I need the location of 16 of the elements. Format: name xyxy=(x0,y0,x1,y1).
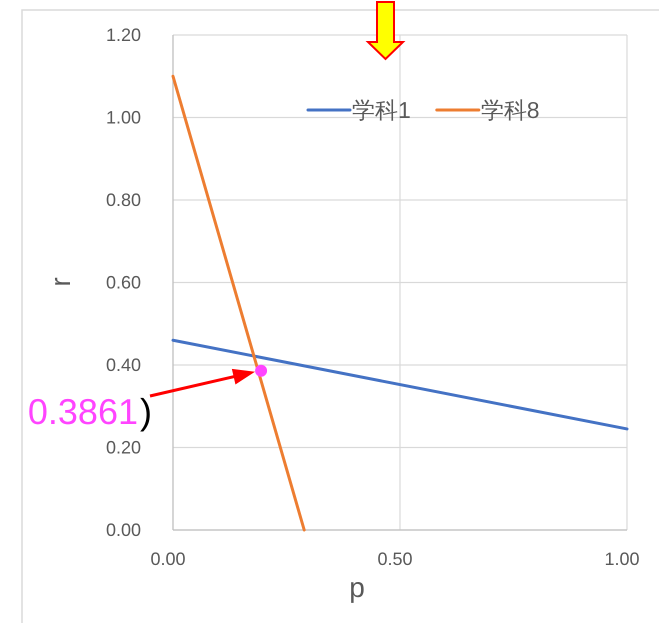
x-tick-label: 0.00 xyxy=(150,549,186,569)
legend-label: 学科8 xyxy=(480,97,540,123)
y-tick-label: 1.20 xyxy=(106,25,141,45)
x-tick-label: 0.50 xyxy=(377,549,413,569)
y-tick-label: 0.00 xyxy=(106,520,141,540)
text: ) xyxy=(140,391,152,432)
legend-label: 学科1 xyxy=(352,97,411,123)
x-tick-label: 1.00 xyxy=(604,549,640,569)
y-tick-label: 0.20 xyxy=(106,438,141,458)
y-tick-label: 0.80 xyxy=(106,190,141,210)
text: 0.3861 xyxy=(28,391,138,432)
y-tick-label: 1.00 xyxy=(106,108,141,128)
y-axis-title: r xyxy=(45,277,76,287)
y-tick-label: 0.60 xyxy=(106,272,141,292)
x-axis-title: p xyxy=(349,572,365,603)
y-tick-label: 0.40 xyxy=(106,355,141,375)
